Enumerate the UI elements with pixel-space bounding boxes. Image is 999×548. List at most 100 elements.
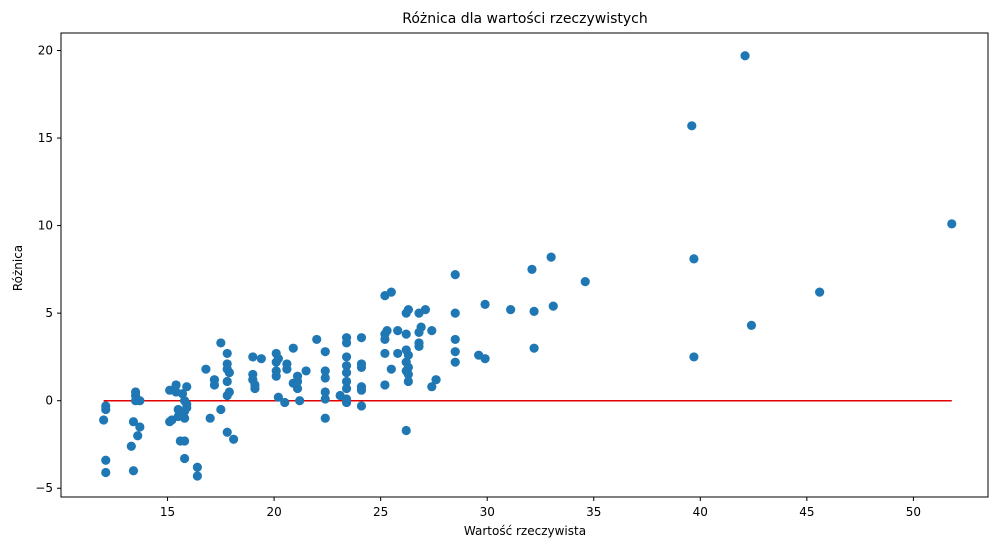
data-point (403, 369, 413, 380)
data-point (271, 371, 281, 381)
data-point (401, 329, 411, 339)
data-point (506, 305, 516, 315)
data-point (341, 361, 352, 371)
data-point (273, 392, 283, 402)
data-point (529, 343, 539, 353)
data-point (292, 383, 303, 394)
chart-title: Różnica dla wartości rzeczywistych (402, 11, 648, 27)
data-point (126, 441, 136, 451)
data-point (180, 436, 190, 446)
data-point (177, 389, 188, 399)
data-point (403, 362, 413, 373)
data-point (209, 380, 220, 390)
data-point (414, 341, 424, 352)
data-point (128, 417, 139, 427)
data-point (341, 352, 352, 362)
y-tick-label: −5 (35, 481, 53, 495)
data-point (320, 413, 330, 423)
y-tick-label: 10 (38, 219, 53, 233)
data-point (128, 466, 139, 476)
x-tick-label: 35 (586, 505, 601, 519)
data-point (312, 334, 322, 345)
data-point (386, 287, 396, 297)
data-point (192, 462, 202, 472)
data-point (180, 453, 190, 464)
data-point (180, 413, 190, 423)
data-point (133, 431, 143, 441)
data-point (135, 422, 145, 432)
data-point (182, 382, 192, 392)
data-point (99, 415, 109, 425)
x-tick-label: 20 (266, 505, 281, 519)
data-point (216, 338, 226, 348)
data-point (282, 364, 292, 374)
data-point (480, 354, 490, 364)
data-point (229, 434, 239, 444)
data-point (341, 383, 352, 394)
x-axis-label: Wartość rzeczywista (464, 524, 586, 538)
data-point (689, 352, 699, 362)
data-point (301, 366, 311, 376)
data-point (480, 299, 490, 309)
data-point (403, 350, 413, 360)
data-point (182, 403, 192, 413)
data-point (431, 375, 441, 385)
data-point (201, 364, 211, 374)
plot-frame (60, 32, 989, 498)
data-point (341, 338, 352, 348)
data-point (401, 425, 411, 436)
data-point (427, 382, 437, 392)
data-point (320, 366, 330, 376)
data-point (341, 368, 352, 378)
data-point (216, 404, 226, 415)
data-point (450, 334, 460, 345)
data-point (427, 326, 437, 336)
data-point (280, 397, 290, 408)
y-tick-label: 15 (38, 131, 53, 145)
data-point (947, 219, 957, 229)
data-point (250, 383, 260, 394)
data-point (222, 348, 232, 359)
data-point (546, 252, 556, 262)
data-point (450, 357, 460, 367)
data-point (222, 376, 232, 387)
x-axis-ticks: 15 20 25 30 35 40 45 50 (160, 497, 921, 519)
data-point (380, 348, 390, 359)
data-point (101, 467, 111, 478)
data-point (192, 471, 202, 481)
data-point (386, 364, 396, 374)
data-point (320, 373, 330, 383)
y-axis-label: Różnica (11, 245, 25, 291)
data-point (224, 387, 234, 397)
data-point (224, 368, 234, 378)
data-point (380, 380, 390, 390)
data-point (450, 308, 460, 318)
x-tick-label: 50 (906, 505, 921, 519)
data-point (320, 387, 330, 397)
data-point (341, 397, 352, 408)
data-point (288, 343, 298, 353)
x-tick-label: 15 (160, 505, 175, 519)
data-point (356, 385, 367, 395)
data-point (380, 334, 390, 345)
data-point (580, 277, 590, 287)
data-point (222, 427, 232, 437)
data-point (101, 404, 111, 415)
data-point (548, 301, 558, 311)
data-point (101, 455, 111, 465)
x-tick-label: 30 (480, 505, 495, 519)
data-point (273, 354, 283, 364)
data-point (356, 333, 367, 343)
data-point (403, 376, 413, 387)
data-point (341, 376, 352, 387)
data-points-layer (99, 51, 957, 481)
data-point (393, 326, 403, 336)
x-tick-label: 25 (373, 505, 388, 519)
y-tick-label: 5 (45, 306, 53, 320)
data-point (740, 51, 750, 61)
data-point (450, 270, 460, 280)
data-point (320, 394, 330, 404)
data-point (356, 401, 367, 411)
